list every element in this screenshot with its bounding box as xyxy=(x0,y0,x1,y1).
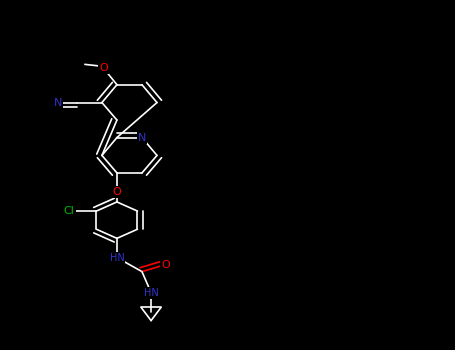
Text: O: O xyxy=(161,260,170,270)
Text: N: N xyxy=(54,98,62,107)
Text: HN: HN xyxy=(110,253,124,262)
Text: O: O xyxy=(112,187,121,197)
Text: HN: HN xyxy=(144,288,158,298)
Text: Cl: Cl xyxy=(64,206,75,216)
Text: N: N xyxy=(138,133,146,142)
Text: O: O xyxy=(99,63,108,73)
